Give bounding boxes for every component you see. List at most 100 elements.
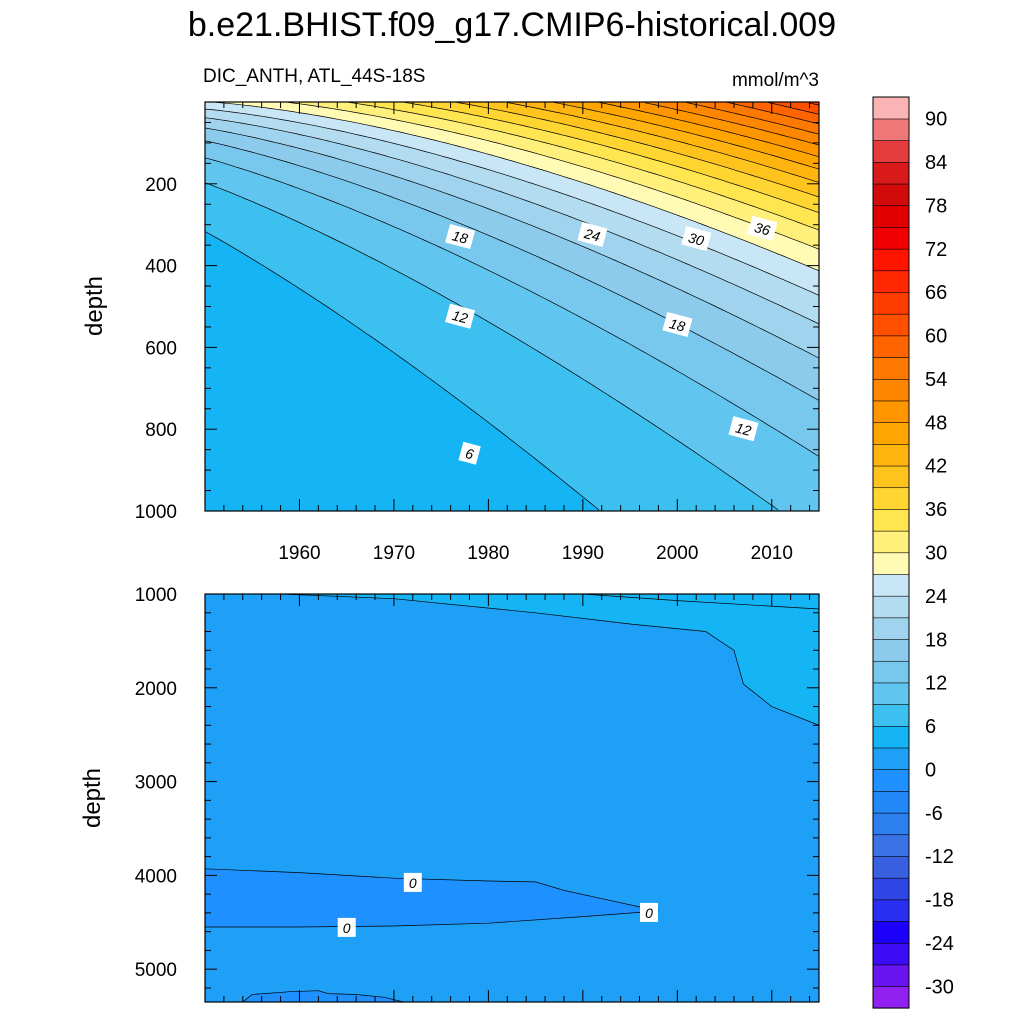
contour-line [205,157,819,457]
contour-label: 30 [681,225,712,252]
svg-text:6: 6 [464,445,476,463]
x-tick-label: 2000 [656,543,698,564]
colorbar-tick-label: -24 [925,933,954,955]
colorbar-swatch [872,834,910,857]
colorbar-tick-label: 84 [925,152,947,174]
colorbar-swatch [872,877,910,901]
colorbar-tick-label: -12 [925,846,954,868]
y-tick-label: 3000 [135,773,177,794]
svg-text:12: 12 [734,419,753,439]
colorbar-swatch [872,812,910,836]
contour-label: 0 [337,917,356,937]
svg-text:18: 18 [668,315,687,335]
contour-line [205,231,600,511]
colorbar-tick-label: -6 [925,803,943,825]
lower-ticks: 1000 2000 3000 4000 5000 [135,585,819,1002]
upper-contour-labels: 18 24 30 36 12 18 12 6 [445,215,778,465]
colorbar-tick-label: 0 [925,759,936,781]
colorbar-tick-label: 6 [925,716,936,738]
y-tick-label: 5000 [135,960,177,981]
contour-label: 12 [445,303,476,329]
colorbar-swatch [872,465,910,489]
lower-ylabel: depth [79,768,106,828]
colorbar-swatch [872,356,910,380]
colorbar-swatch [872,487,910,510]
contour-line [348,102,819,231]
colorbar-swatch [872,660,910,684]
contour-line [726,102,819,125]
colorbar-swatch [872,790,910,814]
colorbar-swatch [872,682,910,705]
x-tick-label: 1990 [562,543,604,564]
colorbar-swatch [872,508,910,532]
colorbar-tick-label: -30 [925,976,954,998]
colorbar-tick-label: 72 [925,239,947,261]
colorbar-swatch [872,964,910,987]
colorbar-swatch [872,140,910,163]
subtitle-left: DIC_ANTH, ATL_44S-18S [203,66,425,87]
colorbar-swatch [872,552,910,575]
contour-line [205,182,779,511]
upper-contour-fill [205,102,819,511]
contour-line [506,102,819,183]
lower-plot: 0 0 0 1000 2000 3000 4000 5000 depth [79,585,820,1003]
colorbar-swatch [872,335,910,358]
y-tick-label: 200 [145,175,177,196]
svg-text:30: 30 [687,229,706,249]
colorbar-tick-label: 42 [925,456,947,478]
lower-contour-labels: 0 0 0 [337,872,658,937]
colorbar-tick-label: 78 [925,196,947,218]
colorbar-swatch [872,595,910,619]
contour-line [205,117,819,325]
upper-ticks: 1960 1970 1980 1990 2000 2010 200 400 600 800 1000 [135,101,819,564]
colorbar-swatch [872,573,910,597]
contour-label: 12 [728,416,759,442]
colorbar-swatch [872,855,910,879]
contour-label: 18 [662,311,693,337]
contour-label: 0 [640,902,658,922]
y-tick-label: 4000 [135,866,177,887]
svg-text:0: 0 [645,905,653,921]
y-tick-label: 2000 [135,679,177,700]
colorbar-tick-label: 24 [925,586,947,608]
y-tick-label: 600 [145,338,177,359]
colorbar-tick-label: 60 [925,326,947,348]
colorbar-tick-label: 12 [925,673,947,695]
colorbar-tick-label: 18 [925,629,947,651]
colorbar-swatch [872,248,910,272]
contour-line [205,127,819,359]
colorbar-swatch [872,747,910,771]
colorbar-swatch [872,313,910,337]
lower-plot-frame [204,593,820,1003]
svg-text:24: 24 [582,225,602,245]
colorbar-swatch [872,161,910,185]
x-tick-label: 1970 [373,543,415,564]
colorbar-swatch [872,704,910,727]
y-tick-label: 400 [145,257,177,278]
svg-text:0: 0 [409,875,417,891]
colorbar-swatch [872,530,910,554]
y-tick-label: 1000 [135,502,177,523]
contour-line [215,102,819,272]
colorbar-swatch [872,270,910,293]
upper-ylabel: depth [81,276,108,336]
contour-label: 18 [445,223,476,250]
colorbar-swatch [872,183,910,207]
colorbar-tick-label: 54 [925,369,947,391]
contour-line [280,594,819,726]
colorbar-swatch [872,942,910,966]
contour-line [242,990,404,1002]
colorbar-swatch [872,96,910,120]
contour-line [552,102,819,170]
colorbar-swatch [872,725,910,749]
colorbar-swatch [872,638,910,662]
svg-text:36: 36 [753,219,772,239]
contour-label: 24 [577,221,608,247]
contour-line [286,102,819,250]
contour-line [404,102,819,214]
x-tick-label: 1980 [467,543,509,564]
contour-line [205,108,819,296]
colorbar-swatch [872,920,910,944]
colorbar-swatch [872,899,910,922]
